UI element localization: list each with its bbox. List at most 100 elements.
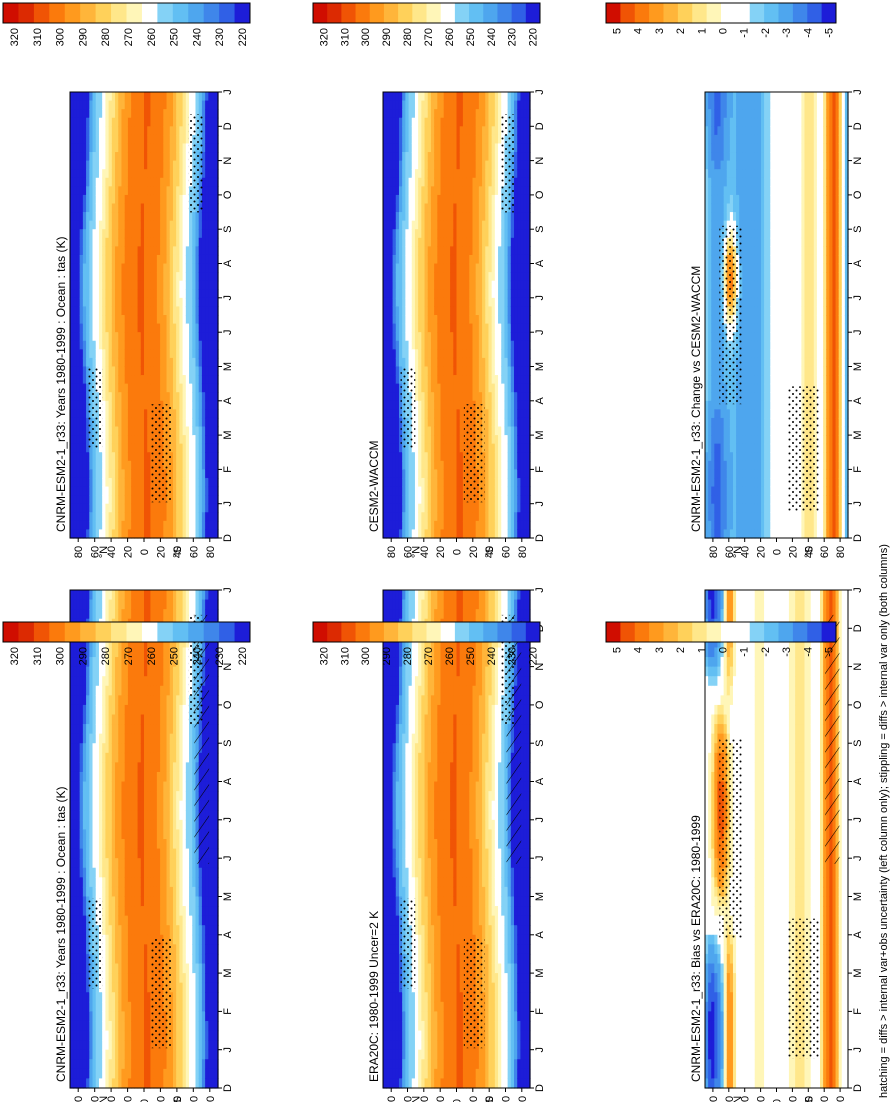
heatmap-cell	[150, 666, 155, 677]
heatmap-cell	[124, 637, 129, 649]
heatmap-cell	[92, 771, 97, 783]
heatmap-cell	[144, 944, 148, 955]
heatmap-cell	[70, 637, 74, 649]
heatmap-cell	[86, 599, 90, 610]
heatmap-cell	[92, 1001, 97, 1012]
heatmap-cell	[137, 791, 142, 802]
heatmap-cell	[124, 724, 129, 735]
heatmap-cell	[95, 590, 100, 601]
heatmap-cell	[121, 1001, 126, 1012]
heatmap-cell	[76, 1049, 81, 1060]
heatmap-cell	[98, 704, 103, 716]
heatmap-cell	[131, 762, 135, 773]
heatmap-cell	[147, 810, 152, 821]
heatmap-cell	[76, 637, 81, 649]
heatmap-cell	[82, 657, 87, 668]
heatmap-cell	[95, 1078, 100, 1089]
heatmap-cell	[98, 609, 103, 620]
heatmap-cell	[115, 915, 119, 926]
heatmap-cell	[79, 685, 84, 696]
heatmap-cell	[79, 1030, 84, 1041]
heatmap-cell	[140, 704, 145, 716]
heatmap-cell	[76, 724, 81, 735]
heatmap-cell	[82, 676, 87, 687]
heatmap-cell	[153, 819, 158, 831]
heatmap-cell	[76, 848, 81, 859]
heatmap-cell	[153, 896, 158, 907]
heatmap-cell	[127, 867, 132, 878]
heatmap-cell	[153, 599, 158, 610]
heatmap-cell	[95, 1040, 100, 1051]
heatmap-cell	[95, 1001, 100, 1012]
heatmap-cell	[95, 867, 100, 878]
heatmap-cell	[115, 590, 119, 601]
heatmap-cell	[153, 839, 158, 850]
heatmap-cell	[73, 1001, 78, 1012]
heatmap-cell	[79, 800, 84, 811]
heatmap-cell	[102, 867, 106, 878]
heatmap-cell	[79, 1001, 84, 1012]
heatmap-cell	[140, 1059, 145, 1070]
heatmap-cell	[131, 992, 135, 1003]
heatmap-cell	[105, 858, 110, 869]
heatmap-cell	[102, 704, 106, 716]
heatmap-cell	[147, 953, 152, 965]
heatmap-cell	[131, 1020, 135, 1032]
heatmap-cell	[137, 848, 142, 859]
heatmap-cell	[153, 858, 158, 869]
heatmap-cell	[108, 657, 113, 668]
heatmap-cell	[137, 733, 142, 744]
heatmap-cell	[147, 791, 152, 802]
heatmap-cell	[70, 886, 74, 898]
heatmap-cell	[153, 762, 158, 773]
heatmap-cell	[118, 800, 123, 811]
heatmap-cell	[140, 676, 145, 687]
heatmap-cell	[73, 934, 78, 945]
heatmap-cell	[111, 925, 116, 936]
heatmap-cell	[76, 1059, 81, 1070]
heatmap-cell	[82, 1068, 87, 1080]
heatmap-cell	[108, 925, 113, 936]
heatmap-cell	[144, 953, 148, 965]
heatmap-cell	[82, 743, 87, 754]
heatmap-cell	[76, 1030, 81, 1041]
heatmap-cell	[73, 953, 78, 965]
heatmap-cell	[82, 695, 87, 706]
heatmap-cell	[98, 676, 103, 687]
heatmap-cell	[134, 1049, 139, 1060]
heatmap-cell	[121, 973, 126, 984]
heatmap-cell	[102, 829, 106, 840]
month-label: M	[222, 892, 234, 901]
heatmap-cell	[108, 1011, 113, 1022]
heatmap-cell	[98, 1020, 103, 1032]
hemisphere-south-label: °S	[172, 1096, 184, 1102]
heatmap-cell	[118, 647, 123, 658]
heatmap-cell	[111, 676, 116, 687]
heatmap-cell	[124, 609, 129, 620]
heatmap-cell	[79, 752, 84, 763]
heatmap-cell	[86, 714, 90, 725]
heatmap-cell	[98, 599, 103, 610]
heatmap-cell	[79, 896, 84, 907]
heatmap-cell	[86, 1059, 90, 1070]
heatmap-cell	[144, 963, 148, 974]
heatmap-cell	[76, 676, 81, 687]
heatmap-cell	[95, 791, 100, 802]
heatmap-cell	[140, 829, 145, 840]
heatmap-cell	[111, 953, 116, 965]
heatmap-cell	[134, 982, 139, 993]
heatmap-cell	[105, 829, 110, 840]
heatmap-cell	[95, 666, 100, 677]
heatmap-cell	[147, 676, 152, 687]
heatmap-cell	[137, 752, 142, 763]
heatmap-cell	[121, 762, 126, 773]
heatmap-cell	[144, 724, 148, 735]
heatmap-cell	[131, 1078, 135, 1089]
heatmap-cell	[92, 657, 97, 668]
heatmap-cell	[134, 676, 139, 687]
heatmap-cell	[137, 839, 142, 850]
heatmap-cell	[82, 1040, 87, 1051]
heatmap-cell	[134, 657, 139, 668]
heatmap-cell	[144, 781, 148, 792]
heatmap-cell	[98, 762, 103, 773]
